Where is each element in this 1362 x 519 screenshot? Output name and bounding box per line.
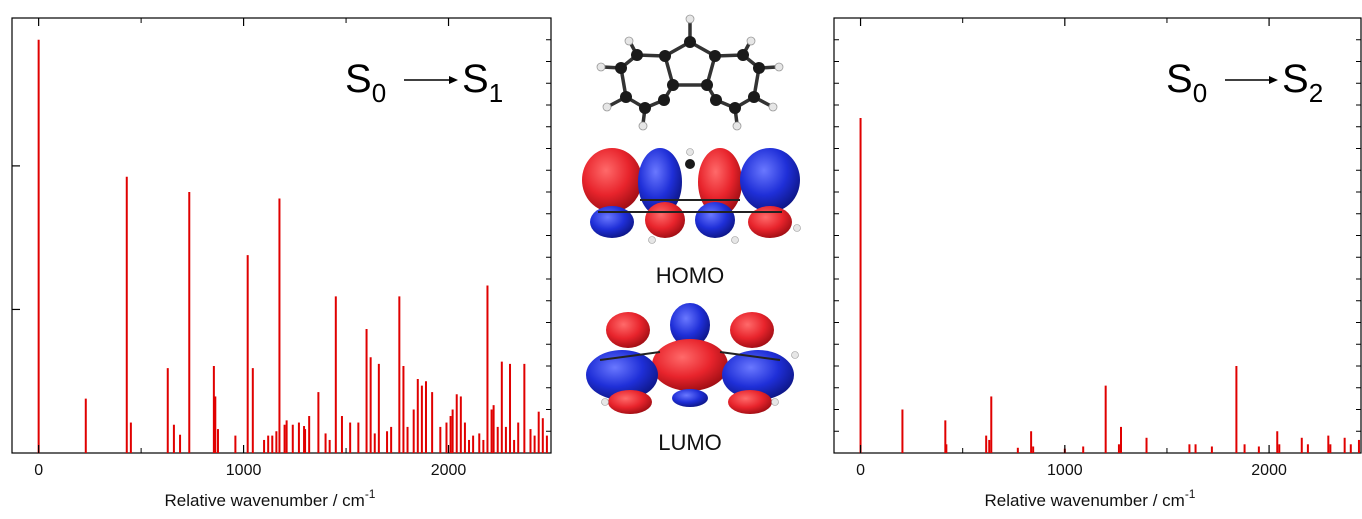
arrow-head-icon: [449, 76, 458, 84]
x-tick-label: 2000: [1251, 462, 1287, 479]
svg-text:S1: S1: [462, 57, 503, 108]
svg-text:S2: S2: [1282, 57, 1323, 108]
spectrum-panel-s2: 0 1000 2000 Relative wavenumber / cm-1 S0 …: [833, 17, 1362, 510]
x-tick-label: 1000: [226, 462, 262, 479]
x-axis: 0 1000 2000: [856, 18, 1287, 479]
x-tick-label: 2000: [431, 462, 467, 479]
arrow-head-icon: [1269, 76, 1278, 84]
x-tick-label: 1000: [1047, 462, 1083, 479]
x-axis: 0 1000 2000: [34, 18, 466, 479]
homo-orbital-icon: [582, 148, 801, 244]
y-axis: [834, 39, 1361, 432]
fluorene-structure-icon: [596, 14, 784, 131]
x-tick-label: 0: [34, 462, 43, 479]
x-tick-label: 0: [856, 462, 865, 479]
lumo-orbital-icon: [586, 303, 799, 414]
bar-series: [859, 118, 1360, 453]
x-axis-label: Relative wavenumber / cm-1: [165, 487, 376, 510]
transition-annotation: S0 S2: [1166, 57, 1323, 108]
x-axis-label: Relative wavenumber / cm-1: [985, 487, 1196, 510]
bar-series: [37, 39, 548, 453]
y-axis: [12, 39, 551, 432]
lumo-label: LUMO: [658, 430, 722, 455]
spectrum-panel-s1: 0 1000 2000 Relative wavenumber / cm-1 S0 …: [11, 17, 552, 510]
svg-text:S0: S0: [345, 57, 386, 108]
homo-label: HOMO: [656, 263, 724, 288]
transition-annotation: S0 S1: [345, 57, 503, 108]
svg-text:S0: S0: [1166, 57, 1207, 108]
